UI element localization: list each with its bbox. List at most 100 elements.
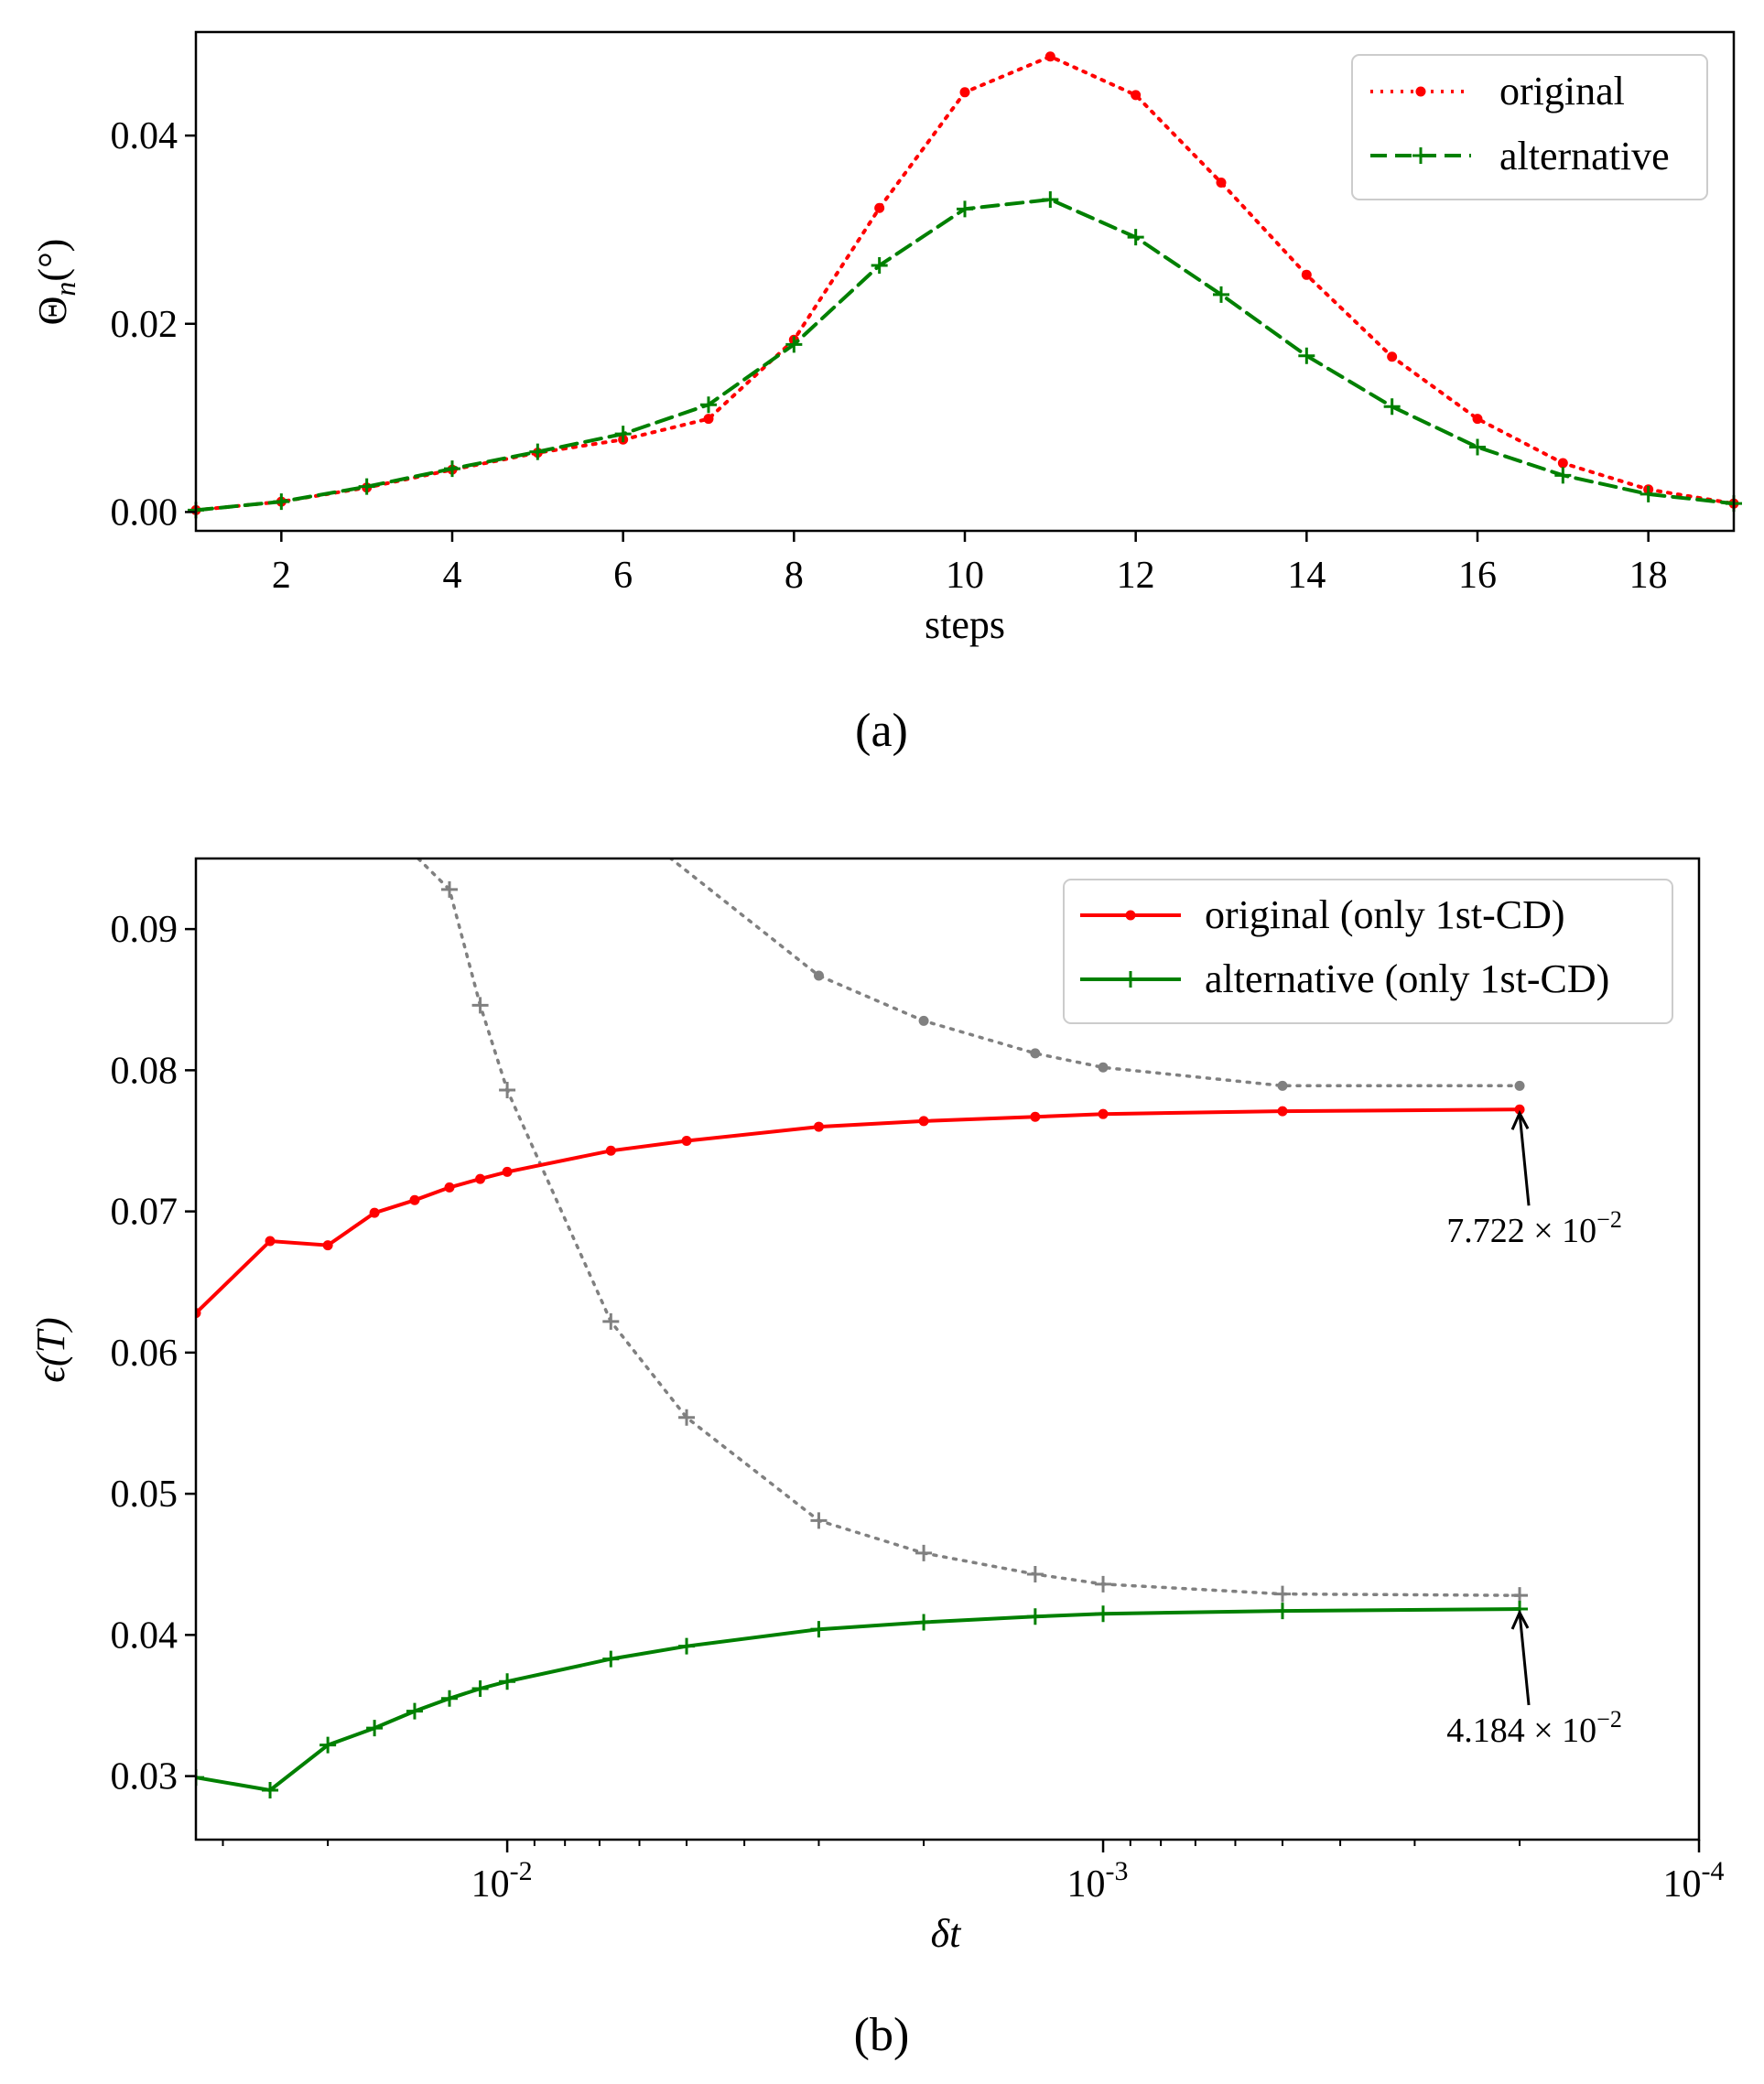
panel-b-legend-marker-1: [1122, 971, 1139, 988]
panel-a-series-1-point: [1127, 229, 1144, 246]
panel-b-series-0-point: [1030, 1111, 1041, 1122]
panel-b-y-tick-label: 0.09: [111, 909, 179, 951]
panel-b-x-tick-label: 10-3: [1067, 1856, 1129, 1906]
panel-b-series-1-point: [319, 1736, 337, 1754]
panel-b-plot-frame: [194, 857, 1701, 1841]
panel-a-series-0-point: [1131, 90, 1142, 101]
panel-b-series-1-line: [196, 1607, 1521, 1793]
panel-a-series-1-point: [1383, 398, 1401, 416]
panel-b-series-2-point: [1514, 1080, 1525, 1091]
panel-a-ticks: 2 4 6 8 10 12 14 16 18 0.00 0.02 0.04: [111, 115, 1668, 597]
panel-b-series-3-point: [1026, 1566, 1044, 1583]
panel-a-x-tick-label: 14: [1287, 555, 1326, 597]
panel-b-series-1-point: [499, 1673, 516, 1690]
panel-b-series-2-point: [918, 1015, 929, 1026]
panel-b-series-1-point: [915, 1614, 933, 1631]
annotation-0-arrowhead: [1510, 1109, 1530, 1130]
panel-b-series-0-point: [196, 1308, 201, 1319]
panel-a-series-0-point: [1216, 178, 1227, 189]
panel-a-series-1-point: [1298, 347, 1315, 364]
panel-b-y-tick-label: 0.07: [111, 1192, 179, 1234]
panel-a-series-1-point: [444, 460, 460, 478]
panel-b-series-0-point: [502, 1166, 513, 1177]
panel-b-series-3-point: [678, 1409, 696, 1426]
panel-b-series-0-point: [813, 1121, 824, 1132]
panel-b-legend-box: [1063, 879, 1673, 1024]
panel-a-y-axis-label: Θn(°): [30, 239, 81, 326]
panel-b-series-1-point: [406, 1702, 423, 1720]
panel-b-series-2-point: [1098, 1062, 1109, 1073]
panel-a-x-tick-label: 12: [1117, 555, 1155, 597]
panel-b-y-axis-label: ϵ(T): [28, 1317, 73, 1383]
panel-a-legend-alternative: alternative: [1499, 134, 1670, 178]
panel-b-series-1-point: [441, 1690, 459, 1707]
panel-b-series-layer: [196, 858, 1529, 1799]
panel-a-series-1-point: [1640, 485, 1657, 502]
panel-b-series-0-point: [322, 1240, 333, 1251]
panel-a-series-1-point: [871, 257, 888, 275]
panel-b-series-0-point: [444, 1182, 455, 1193]
panel-b-legend: original (only 1st-CD) alternative (only…: [1063, 879, 1673, 1024]
panel-b-y-tick-label: 0.08: [111, 1050, 179, 1092]
panel-b-series-3-point: [1095, 1575, 1112, 1593]
panel-b-series-0-point: [1277, 1106, 1288, 1117]
panel-a-series-1-point: [614, 426, 632, 443]
panel-a-x-tick-label: 8: [785, 555, 804, 597]
panel-b-series-1-point: [471, 1679, 489, 1697]
panel-a-y-tick-label: 0.02: [111, 304, 179, 346]
panel-a-series-1-point: [1213, 286, 1229, 303]
panel-b-x-tick-label: 10-2: [471, 1856, 533, 1906]
annotation-1-label: 4.184 × 10−2: [1446, 1706, 1622, 1750]
panel-b-ticks: 10-2 10-3 10-4 0.03 0.04 0.05 0.06 0.07 0.08 0.09: [111, 909, 1725, 1906]
panel-a-series-0-point: [1044, 51, 1055, 62]
panel-b-series-0-line: [196, 1107, 1521, 1315]
panel-b-series-0-point: [605, 1145, 616, 1156]
panel-b-series-2-point: [1030, 1048, 1041, 1059]
panel-a-series-0-point: [1472, 414, 1483, 425]
annotation-1-arrowhead: [1510, 1609, 1530, 1630]
panel-a-series-1-point: [1042, 191, 1059, 209]
chart-panel-a: 2 4 6 8 10 12 14 16 18 0.00 0.02 0.04 steps Θn(°) o…: [30, 30, 1742, 757]
panel-b-annotations: 7.722 × 10−2 4.184 × 10−2: [1446, 1109, 1622, 1750]
panel-a-x-axis-label: steps: [925, 602, 1005, 647]
panel-b-series-1-point: [1274, 1603, 1291, 1620]
panel-b-y-tick-label: 0.05: [111, 1474, 179, 1516]
panel-a-series-0-point: [1301, 269, 1312, 280]
panel-a-series-1-point: [358, 478, 375, 495]
panel-b-y-tick-label: 0.06: [111, 1333, 179, 1375]
panel-a-series-1-point: [700, 396, 717, 414]
panel-a-series-0-point: [959, 87, 970, 98]
panel-a-legend-marker-1: [1412, 147, 1429, 164]
panel-a-caption: (a): [855, 705, 908, 757]
panel-b-series-1-point: [1026, 1608, 1044, 1625]
panel-a-x-tick-label: 10: [946, 555, 984, 597]
annotation-0-label: 7.722 × 10−2: [1446, 1206, 1622, 1250]
panel-a-series-0-point: [703, 414, 714, 425]
panel-b-series-3-point: [810, 1512, 828, 1529]
panel-b-x-axis-label: δt: [931, 1911, 962, 1956]
panel-b-series-3-point: [441, 880, 459, 898]
panel-b-series-1-point: [366, 1720, 384, 1737]
panel-b-series-0-point: [409, 1194, 420, 1205]
panel-a-series-0-point: [1387, 351, 1398, 362]
panel-b-series-0-point: [918, 1116, 929, 1127]
panel-a-x-tick-label: 18: [1629, 555, 1668, 597]
panel-a-legend-swatches: [1370, 86, 1471, 164]
panel-b-legend-marker-0: [1125, 910, 1136, 921]
panel-b-series-2-point: [1277, 1080, 1288, 1091]
panel-a-x-tick-label: 2: [272, 555, 291, 597]
panel-a-series-1-point: [785, 336, 803, 353]
panel-b-series-1-point: [262, 1782, 279, 1799]
panel-a-x-tick-label: 4: [443, 555, 462, 597]
panel-b-series-0-point: [1098, 1108, 1109, 1119]
panel-b-y-tick-label: 0.03: [111, 1756, 179, 1798]
panel-b-series-1-point: [602, 1650, 620, 1668]
annotation-1-arrow: [1518, 1612, 1531, 1706]
panel-a-series-0-point: [1557, 458, 1568, 469]
panel-a-legend-marker-0: [1415, 86, 1426, 97]
panel-b-legend-swatches: [1080, 910, 1181, 988]
panel-b-series-1-point: [810, 1621, 828, 1638]
panel-a-series-0-point: [874, 202, 885, 213]
panel-b-series-0-point: [475, 1173, 486, 1184]
